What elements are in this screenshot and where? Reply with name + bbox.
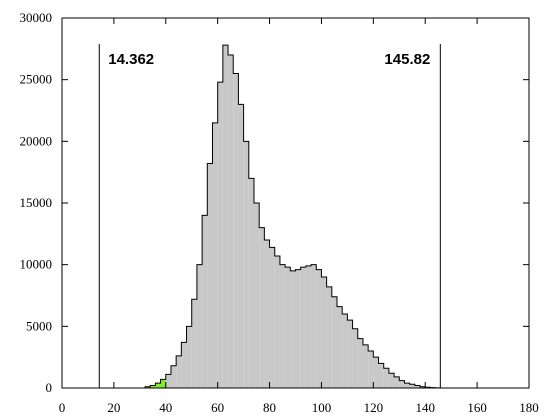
histogram-bar — [378, 363, 384, 388]
histogram-bar — [290, 270, 296, 388]
histogram-bar — [186, 326, 192, 388]
histogram-bar — [414, 385, 421, 388]
x-tick-label: 120 — [364, 400, 384, 415]
histogram-bar — [337, 306, 343, 388]
x-tick-label: 20 — [107, 400, 120, 415]
histogram-bar — [404, 383, 410, 388]
histogram-bar — [274, 256, 280, 388]
histogram-bar — [279, 264, 286, 388]
marker-label: 14.362 — [108, 51, 154, 68]
histogram-bar — [228, 55, 234, 388]
histogram-bar — [362, 344, 369, 388]
histogram-bar — [342, 314, 348, 388]
x-tick-label: 80 — [263, 400, 276, 415]
y-tick-label: 0 — [46, 380, 53, 395]
histogram-bar — [347, 320, 353, 388]
histogram-bar — [243, 141, 249, 388]
histogram-bar — [160, 379, 166, 388]
y-axis-ticks: 0 5000 10000 15000 20000 25000 30000 — [20, 10, 529, 395]
histogram-bar — [399, 380, 405, 388]
histogram-bar — [295, 269, 301, 388]
marker-lines: 14.362 145.82 — [98, 44, 441, 388]
histogram-bar — [253, 203, 260, 388]
histogram-bar — [191, 299, 197, 388]
histogram-bar — [305, 265, 312, 388]
histogram-bar — [300, 267, 306, 388]
histogram-bar — [233, 73, 239, 388]
histogram-bar — [212, 122, 218, 388]
histogram-bar — [352, 328, 358, 388]
histogram-bar — [269, 247, 275, 388]
y-tick-label: 15000 — [20, 195, 53, 210]
histogram-bar — [202, 215, 208, 388]
histogram-bar — [373, 357, 379, 388]
histogram-bar — [357, 338, 363, 388]
histogram-outline — [113, 44, 452, 389]
histogram-bar — [145, 386, 151, 388]
histogram-bar — [259, 227, 265, 388]
histogram-bar — [383, 368, 389, 388]
x-tick-label: 0 — [59, 400, 66, 415]
histogram-bar — [388, 373, 395, 388]
x-tick-label: 60 — [211, 400, 224, 415]
y-tick-label: 10000 — [20, 257, 53, 272]
x-tick-label: 140 — [415, 400, 435, 415]
histogram-bar — [248, 178, 254, 388]
histogram-bar — [321, 277, 327, 388]
histogram-bar — [238, 104, 244, 388]
histogram-bar — [316, 269, 322, 388]
histogram-bar — [165, 374, 171, 388]
histogram-bar — [150, 385, 156, 388]
histogram-bar — [368, 351, 374, 388]
y-tick-label: 20000 — [20, 133, 53, 148]
histogram-bar — [394, 376, 400, 388]
y-tick-label: 25000 — [20, 72, 53, 87]
x-tick-label: 40 — [159, 400, 172, 415]
histogram-bar — [155, 383, 161, 388]
histogram-bar — [420, 386, 426, 388]
histogram-bar — [285, 267, 291, 388]
histogram-bar — [409, 384, 415, 388]
y-tick-label: 30000 — [20, 10, 53, 25]
histogram-bar — [196, 264, 203, 388]
histogram-bar — [326, 286, 332, 388]
histogram-bar — [217, 82, 223, 388]
histogram-bar — [264, 240, 270, 388]
histogram-bar — [181, 342, 187, 388]
histogram-bar — [311, 264, 317, 388]
x-tick-label: 160 — [467, 400, 487, 415]
x-tick-label: 180 — [519, 400, 539, 415]
x-axis-ticks: 0 20 40 60 80 100 120 140 160 180 — [59, 18, 539, 415]
x-tick-label: 100 — [312, 400, 332, 415]
histogram-bars — [145, 45, 441, 389]
histogram-bar — [176, 355, 182, 388]
histogram-bar — [170, 365, 177, 388]
histogram-bar — [222, 45, 229, 389]
histogram-bar — [331, 296, 338, 388]
y-tick-label: 5000 — [26, 318, 52, 333]
marker-label: 145.82 — [384, 51, 430, 68]
histogram-bar — [207, 163, 213, 388]
